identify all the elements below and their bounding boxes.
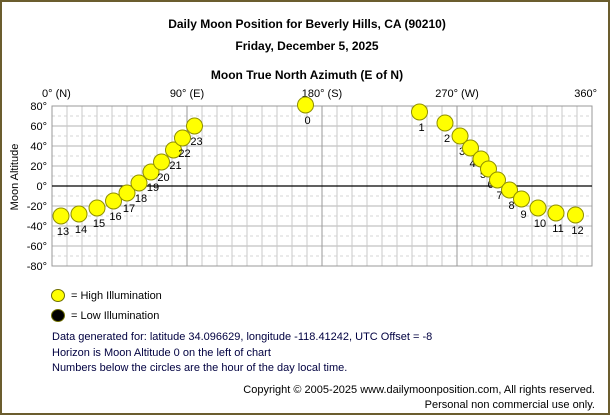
moon-position-point	[501, 181, 518, 199]
y-tick-label: -40°	[27, 221, 47, 233]
moon-position-point	[70, 205, 88, 223]
hour-label: 18	[135, 193, 147, 205]
moon-position-point	[153, 153, 170, 171]
hour-label: 22	[178, 148, 190, 160]
hour-label: 11	[552, 223, 563, 235]
moon-position-point	[118, 184, 136, 202]
moon-position-point	[567, 206, 584, 224]
y-tick-label: -60°	[27, 241, 47, 253]
moon-position-point	[186, 117, 203, 135]
hour-label: 19	[147, 182, 159, 194]
hour-label: 0	[304, 115, 310, 127]
hour-label: 1	[418, 122, 424, 134]
page-date: Friday, December 5, 2025	[235, 39, 379, 53]
hour-label: 6	[487, 179, 493, 191]
y-tick-label: -20°	[27, 201, 47, 213]
hour-label: 15	[93, 218, 105, 230]
x-tick-label: 180° (S)	[302, 88, 342, 100]
note-data-generated: Data generated for: latitude 34.096629, …	[52, 331, 433, 343]
x-tick-label: 270° (W)	[435, 88, 479, 100]
low-illumination-icon	[51, 309, 65, 322]
hour-label: 7	[496, 190, 502, 202]
y-tick-label: 20°	[30, 161, 47, 173]
hour-label: 8	[508, 200, 514, 212]
x-tick-label: 90° (E)	[170, 88, 204, 100]
hour-label: 12	[571, 225, 583, 237]
copyright-line: Copyright © 2005-2025 www.dailymoonposit…	[243, 384, 595, 396]
hour-label: 23	[190, 136, 202, 148]
usage-line: Personal non commercial use only.	[424, 399, 595, 411]
moon-position-point	[105, 192, 122, 210]
page-title: Daily Moon Position for Beverly Hills, C…	[168, 17, 446, 31]
legend-label-low: = Low Illumination	[71, 310, 160, 322]
y-tick-label: 40°	[30, 141, 47, 153]
hour-label: 20	[157, 172, 169, 184]
hour-label: 13	[57, 226, 69, 238]
note-numbers: Numbers below the circles are the hour o…	[52, 362, 348, 374]
x-tick-label: 0° (N)	[42, 88, 71, 100]
y-tick-label: 0°	[36, 181, 47, 193]
y-tick-label: -80°	[27, 261, 47, 273]
moon-position-point	[130, 174, 148, 192]
legend-label-high: = High Illumination	[71, 290, 162, 302]
hour-label: 17	[123, 203, 135, 215]
hour-label: 16	[109, 211, 121, 223]
moon-position-point	[480, 160, 497, 178]
y-axis-title: Moon Altitude	[9, 143, 21, 211]
x-axis-title: Moon True North Azimuth (E of N)	[210, 68, 404, 82]
moon-position-point	[513, 190, 530, 208]
hour-label: 3	[459, 146, 465, 158]
hour-label: 10	[534, 218, 546, 230]
moon-position-point	[165, 141, 182, 159]
hour-label: 4	[469, 158, 475, 170]
moon-position-point	[297, 96, 314, 114]
x-tick-label: 360°	[574, 88, 597, 100]
moon-position-point	[142, 163, 160, 181]
hour-label: 14	[75, 224, 87, 236]
moon-position-point	[462, 139, 479, 157]
hour-label: 21	[169, 160, 181, 172]
high-illumination-icon	[51, 289, 65, 302]
y-tick-label: 80°	[30, 101, 47, 113]
moon-position-point	[88, 199, 106, 217]
hour-label: 2	[444, 133, 450, 145]
moon-position-point	[52, 207, 70, 225]
hour-label: 9	[520, 209, 526, 221]
moon-position-point	[489, 171, 506, 189]
moon-position-point	[174, 129, 191, 147]
moon-position-point	[547, 204, 565, 222]
y-tick-label: 60°	[30, 121, 47, 133]
moon-position-point	[436, 114, 454, 132]
moon-position-point	[451, 127, 469, 145]
moon-position-point	[529, 199, 547, 217]
moon-position-point	[411, 103, 428, 121]
note-horizon: Horizon is Moon Altitude 0 on the left o…	[52, 347, 271, 359]
